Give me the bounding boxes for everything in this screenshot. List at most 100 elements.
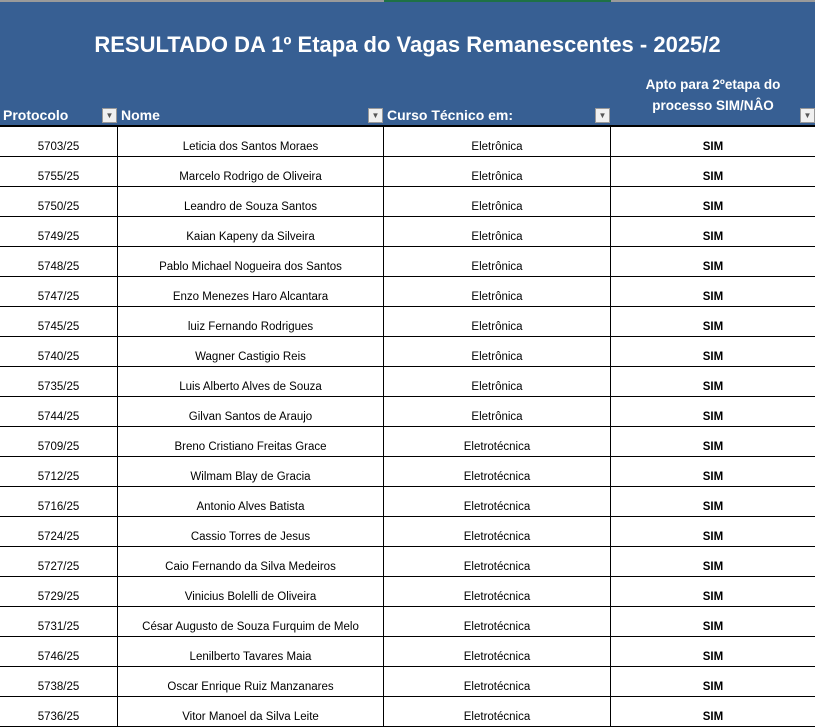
cell-apto[interactable]: SIM xyxy=(702,171,724,183)
cell-curso[interactable]: Eletrotécnica xyxy=(384,637,611,666)
cell-curso[interactable]: Eletrotécnica xyxy=(384,427,611,456)
cell-nome[interactable]: Lenilberto Tavares Maia xyxy=(118,637,384,666)
cell-nome[interactable]: Vitor Manoel da Silva Leite xyxy=(118,697,384,726)
cell-nome[interactable]: Enzo Menezes Haro Alcantara xyxy=(118,277,384,306)
cell-apto[interactable]: SIM xyxy=(702,411,724,423)
filter-dropdown-icon[interactable]: ▼ xyxy=(102,108,117,123)
cell-nome[interactable]: Leandro de Souza Santos xyxy=(118,187,384,216)
cell-nome[interactable]: Antonio Alves Batista xyxy=(118,487,384,516)
cell-protocolo[interactable]: 5745/25 xyxy=(0,307,118,336)
header-apto-line1: Apto para 2ºetapa do xyxy=(645,77,781,92)
filter-dropdown-icon[interactable]: ▼ xyxy=(595,108,610,123)
cell-protocolo[interactable]: 5749/25 xyxy=(0,217,118,246)
cell-nome[interactable]: Oscar Enrique Ruiz Manzanares xyxy=(118,667,384,696)
cell-protocolo[interactable]: 5716/25 xyxy=(0,487,118,516)
cell-protocolo[interactable]: 5724/25 xyxy=(0,517,118,546)
cell-protocolo[interactable]: 5750/25 xyxy=(0,187,118,216)
table-body: 5703/25 Leticia dos Santos Moraes Eletrôni… xyxy=(0,127,815,727)
cell-apto[interactable]: SIM xyxy=(702,471,724,483)
cell-apto[interactable]: SIM xyxy=(702,531,724,543)
table-row: 5712/25 Wilmam Blay de Gracia Eletrotécnic… xyxy=(0,457,815,487)
cell-nome[interactable]: César Augusto de Souza Furquim de Melo xyxy=(118,607,384,636)
table-row: 5703/25 Leticia dos Santos Moraes Eletrôni… xyxy=(0,127,815,157)
top-border xyxy=(0,0,815,2)
table-row: 5735/25 Luis Alberto Alves de Souza Eletrô… xyxy=(0,367,815,397)
cell-apto[interactable]: SIM xyxy=(702,711,724,723)
cell-protocolo[interactable]: 5729/25 xyxy=(0,577,118,606)
filter-dropdown-icon[interactable]: ▼ xyxy=(800,108,815,123)
cell-curso[interactable]: Eletrotécnica xyxy=(384,487,611,516)
cell-nome[interactable]: Vinicius Bolelli de Oliveira xyxy=(118,577,384,606)
cell-apto[interactable]: SIM xyxy=(702,321,724,333)
cell-nome[interactable]: Wilmam Blay de Gracia xyxy=(118,457,384,486)
cell-protocolo[interactable]: 5740/25 xyxy=(0,337,118,366)
cell-protocolo[interactable]: 5744/25 xyxy=(0,397,118,426)
cell-protocolo[interactable]: 5746/25 xyxy=(0,637,118,666)
cell-apto[interactable]: SIM xyxy=(702,291,724,303)
cell-curso[interactable]: Eletrotécnica xyxy=(384,547,611,576)
cell-apto[interactable]: SIM xyxy=(702,681,724,693)
cell-apto[interactable]: SIM xyxy=(702,561,724,573)
cell-protocolo[interactable]: 5735/25 xyxy=(0,367,118,396)
cell-curso[interactable]: Eletrônica xyxy=(384,187,611,216)
cell-curso[interactable]: Eletrônica xyxy=(384,337,611,366)
cell-nome[interactable]: luiz Fernando Rodrigues xyxy=(118,307,384,336)
table-row: 5747/25 Enzo Menezes Haro Alcantara Eletrô… xyxy=(0,277,815,307)
cell-curso[interactable]: Eletrotécnica xyxy=(384,697,611,726)
cell-protocolo[interactable]: 5703/25 xyxy=(0,127,118,156)
cell-nome[interactable]: Marcelo Rodrigo de Oliveira xyxy=(118,157,384,186)
cell-curso[interactable]: Eletrônica xyxy=(384,157,611,186)
cell-nome[interactable]: Kaian Kapeny da Silveira xyxy=(118,217,384,246)
cell-nome[interactable]: Wagner Castigio Reis xyxy=(118,337,384,366)
cell-curso[interactable]: Eletrotécnica xyxy=(384,577,611,606)
table-row: 5731/25 César Augusto de Souza Furquim de… xyxy=(0,607,815,637)
cell-protocolo[interactable]: 5738/25 xyxy=(0,667,118,696)
cell-curso[interactable]: Eletrotécnica xyxy=(384,607,611,636)
cell-nome[interactable]: Gilvan Santos de Araujo xyxy=(118,397,384,426)
cell-protocolo[interactable]: 5747/25 xyxy=(0,277,118,306)
cell-protocolo[interactable]: 5736/25 xyxy=(0,697,118,726)
cell-protocolo[interactable]: 5727/25 xyxy=(0,547,118,576)
selected-column-indicator xyxy=(384,0,611,2)
cell-protocolo[interactable]: 5731/25 xyxy=(0,607,118,636)
cell-nome[interactable]: Luis Alberto Alves de Souza xyxy=(118,367,384,396)
cell-protocolo[interactable]: 5748/25 xyxy=(0,247,118,276)
table-row: 5755/25 Marcelo Rodrigo de Oliveira Eletrô… xyxy=(0,157,815,187)
table-row: 5750/25 Leandro de Souza Santos Eletrônica… xyxy=(0,187,815,217)
cell-curso[interactable]: Eletrotécnica xyxy=(384,517,611,546)
cell-apto[interactable]: SIM xyxy=(702,351,724,363)
cell-apto[interactable]: SIM xyxy=(702,231,724,243)
table-row: 5746/25 Lenilberto Tavares Maia Eletrotécn… xyxy=(0,637,815,667)
cell-curso[interactable]: Eletrotécnica xyxy=(384,667,611,696)
cell-apto[interactable]: SIM xyxy=(702,201,724,213)
table-row: 5749/25 Kaian Kapeny da Silveira Eletrônic… xyxy=(0,217,815,247)
cell-nome[interactable]: Pablo Michael Nogueira dos Santos xyxy=(118,247,384,276)
cell-curso[interactable]: Eletrotécnica xyxy=(384,457,611,486)
cell-apto[interactable]: SIM xyxy=(702,261,724,273)
cell-nome[interactable]: Breno Cristiano Freitas Grace xyxy=(118,427,384,456)
cell-curso[interactable]: Eletrônica xyxy=(384,397,611,426)
header-protocolo: Protocolo xyxy=(3,107,69,123)
cell-curso[interactable]: Eletrônica xyxy=(384,307,611,336)
cell-nome[interactable]: Caio Fernando da Silva Medeiros xyxy=(118,547,384,576)
cell-protocolo[interactable]: 5755/25 xyxy=(0,157,118,186)
cell-apto[interactable]: SIM xyxy=(702,381,724,393)
cell-apto[interactable]: SIM xyxy=(702,621,724,633)
cell-apto[interactable]: SIM xyxy=(702,591,724,603)
cell-apto[interactable]: SIM xyxy=(702,501,724,513)
cell-apto[interactable]: SIM xyxy=(702,651,724,663)
filter-dropdown-icon[interactable]: ▼ xyxy=(368,108,383,123)
cell-nome[interactable]: Leticia dos Santos Moraes xyxy=(118,127,384,156)
cell-nome[interactable]: Cassio Torres de Jesus xyxy=(118,517,384,546)
cell-protocolo[interactable]: 5709/25 xyxy=(0,427,118,456)
cell-curso[interactable]: Eletrônica xyxy=(384,127,611,156)
cell-curso[interactable]: Eletrônica xyxy=(384,277,611,306)
cell-curso[interactable]: Eletrônica xyxy=(384,367,611,396)
cell-apto[interactable]: SIM xyxy=(702,141,724,153)
cell-protocolo[interactable]: 5712/25 xyxy=(0,457,118,486)
table-row: 5727/25 Caio Fernando da Silva Medeiros El… xyxy=(0,547,815,577)
cell-curso[interactable]: Eletrônica xyxy=(384,217,611,246)
header-apto: Apto para 2ºetapa do processo SIM/NÂO xyxy=(611,74,815,116)
cell-apto[interactable]: SIM xyxy=(702,441,724,453)
cell-curso[interactable]: Eletrônica xyxy=(384,247,611,276)
